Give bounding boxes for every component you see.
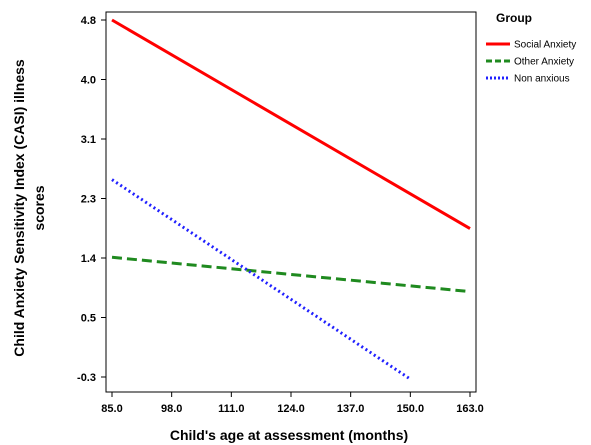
x-axis-title: Child's age at assessment (months) xyxy=(170,427,408,443)
series-line-social-anxiety xyxy=(111,18,471,230)
y-tick-label: 4.0 xyxy=(81,75,96,87)
legend-label: Other Anxiety xyxy=(514,57,574,68)
y-tick-label: 1.4 xyxy=(81,253,97,265)
x-axis: 85.0 98.0 111.0 124.0 137.0 150.0 163.0 xyxy=(101,392,484,415)
x-tick-label: 163.0 xyxy=(456,403,484,415)
y-tick-label: 0.5 xyxy=(81,313,96,325)
y-axis-title-line2: scores xyxy=(31,185,47,230)
y-tick-label: 2.3 xyxy=(81,194,96,206)
y-tick-label: -0.3 xyxy=(77,372,96,384)
y-tick-label: 4.8 xyxy=(81,15,96,27)
y-axis: 4.8 4.0 3.1 2.3 1.4 0.5 -0.3 xyxy=(77,15,106,384)
x-tick-label: 98.0 xyxy=(161,403,182,415)
x-tick-label: 85.0 xyxy=(101,403,122,415)
x-tick-label: 137.0 xyxy=(337,403,365,415)
x-tick-label: 124.0 xyxy=(277,403,305,415)
plot-area xyxy=(105,11,477,393)
legend-title: Group xyxy=(496,11,532,25)
legend-label: Non anxious xyxy=(514,74,570,85)
x-tick-label: 150.0 xyxy=(397,403,425,415)
legend-label: Social Anxiety xyxy=(514,40,576,51)
series-group xyxy=(111,18,471,381)
y-tick-label: 3.1 xyxy=(81,134,96,146)
series-line-non-anxious xyxy=(111,178,412,381)
plot-border xyxy=(105,11,477,393)
legend: Group Social Anxiety Other Anxiety Non anx… xyxy=(486,11,576,85)
y-axis-title-line1: Child Anxiety Sensitivity Index (CASI) i… xyxy=(11,59,27,357)
series-line-other-anxiety xyxy=(111,255,471,294)
x-tick-label: 111.0 xyxy=(218,403,244,415)
